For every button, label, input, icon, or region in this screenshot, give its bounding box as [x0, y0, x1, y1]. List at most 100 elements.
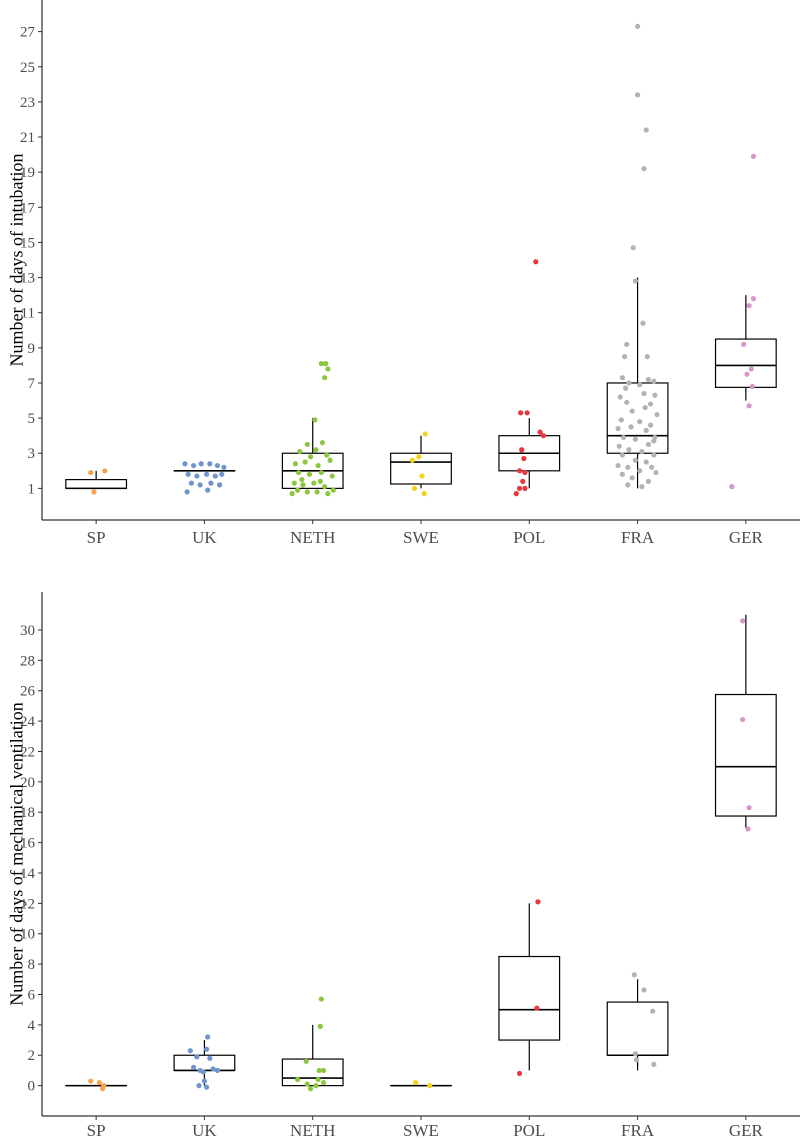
- x-tick-label-fra: FRA: [621, 528, 655, 547]
- data-point-ger: [750, 296, 757, 302]
- data-point-fra: [629, 475, 635, 481]
- data-point-pol: [534, 1005, 540, 1011]
- data-point-pol: [537, 429, 543, 435]
- y-tick-label: 0: [28, 1079, 36, 1095]
- y-tick-label: 14: [20, 866, 36, 882]
- x-tick-label-uk: UK: [192, 528, 217, 547]
- data-point-fra: [633, 1057, 640, 1063]
- data-point-fra: [615, 426, 621, 432]
- y-tick-label: 15: [20, 235, 35, 251]
- y-tick-label: 3: [28, 446, 36, 462]
- data-point-fra: [630, 245, 636, 251]
- data-point-uk: [187, 1048, 193, 1054]
- data-point-neth: [322, 375, 328, 381]
- data-point-fra: [654, 411, 660, 418]
- data-point-fra: [619, 452, 626, 458]
- data-point-neth: [294, 1076, 301, 1083]
- data-point-neth: [320, 1067, 327, 1074]
- data-point-fra: [634, 23, 641, 29]
- data-point-fra: [628, 424, 634, 430]
- data-point-fra: [632, 278, 639, 284]
- data-point-ger: [748, 366, 754, 372]
- data-point-fra: [617, 394, 623, 400]
- box-neth: [281, 1024, 344, 1087]
- data-point-uk: [191, 1064, 197, 1070]
- y-tick-label: 4: [28, 1018, 36, 1034]
- box-ger: [714, 614, 777, 828]
- data-point-neth: [302, 459, 308, 465]
- data-point-ger: [750, 153, 757, 159]
- box-iqr: [714, 338, 777, 388]
- x-tick-label-neth: NETH: [290, 528, 335, 547]
- y-tick-label: 13: [20, 271, 35, 287]
- data-point-neth: [325, 491, 331, 497]
- data-point-fra: [645, 376, 652, 383]
- box-iqr: [498, 955, 561, 1041]
- y-tick-label: 7: [28, 376, 36, 392]
- data-point-swe: [422, 431, 428, 437]
- box-ger: [714, 295, 777, 401]
- data-point-fra: [615, 462, 621, 469]
- data-point-neth: [311, 480, 317, 486]
- y-tick-label: 25: [20, 60, 35, 76]
- y-tick-label: 16: [20, 836, 36, 852]
- data-point-neth: [304, 1081, 310, 1087]
- data-point-fra: [632, 457, 639, 463]
- data-point-fra: [643, 459, 649, 465]
- data-point-fra: [640, 320, 646, 326]
- data-point-fra: [651, 452, 657, 458]
- data-point-pol: [533, 259, 539, 265]
- data-point-fra: [618, 417, 624, 423]
- data-point-neth: [314, 489, 320, 495]
- y-tick-label: 27: [20, 25, 36, 41]
- data-point-pol: [535, 899, 541, 905]
- data-point-fra: [644, 354, 650, 360]
- box-iqr: [714, 693, 777, 817]
- data-point-fra: [641, 390, 647, 397]
- data-point-sp: [100, 1086, 106, 1092]
- data-point-neth: [315, 462, 321, 469]
- data-point-uk: [221, 464, 227, 470]
- data-point-fra: [650, 1008, 656, 1014]
- data-point-uk: [212, 473, 218, 479]
- data-point-uk: [196, 1083, 202, 1089]
- data-point-neth: [327, 457, 333, 463]
- data-point-neth: [329, 473, 335, 479]
- data-point-pol: [516, 1070, 523, 1077]
- data-point-neth: [297, 448, 303, 455]
- data-point-uk: [182, 461, 188, 467]
- data-point-fra: [616, 443, 622, 449]
- x-tick-label-pol: POL: [513, 528, 545, 547]
- data-point-neth: [315, 1076, 321, 1083]
- y-tick-label: 11: [21, 306, 35, 322]
- data-point-fra: [651, 1061, 657, 1067]
- data-point-fra: [629, 408, 635, 414]
- data-point-neth: [300, 482, 306, 488]
- data-point-fra: [637, 419, 643, 425]
- data-point-neth: [325, 366, 331, 372]
- data-point-neth: [317, 478, 323, 484]
- data-point-fra: [626, 380, 632, 386]
- data-point-sp: [96, 1079, 102, 1086]
- x-tick-label-sp: SP: [87, 1121, 106, 1138]
- box-fra: [606, 979, 669, 1071]
- data-point-swe: [419, 473, 425, 479]
- data-point-neth: [289, 491, 295, 497]
- data-point-fra: [624, 341, 630, 347]
- data-point-fra: [641, 166, 647, 172]
- y-tick-label: 30: [20, 623, 35, 639]
- data-point-fra: [642, 404, 648, 411]
- data-point-fra: [625, 464, 631, 470]
- y-tick-label: 12: [20, 896, 35, 912]
- data-point-fra: [651, 438, 657, 444]
- data-point-swe: [421, 491, 427, 497]
- y-tick-label: 21: [20, 130, 35, 146]
- data-point-fra: [641, 987, 647, 993]
- y-tick-label: 19: [20, 165, 35, 181]
- data-point-pol: [516, 485, 523, 491]
- data-point-uk: [216, 482, 223, 488]
- data-point-neth: [307, 454, 314, 460]
- data-point-uk: [185, 471, 191, 477]
- data-point-swe: [409, 457, 415, 463]
- data-point-neth: [330, 487, 336, 493]
